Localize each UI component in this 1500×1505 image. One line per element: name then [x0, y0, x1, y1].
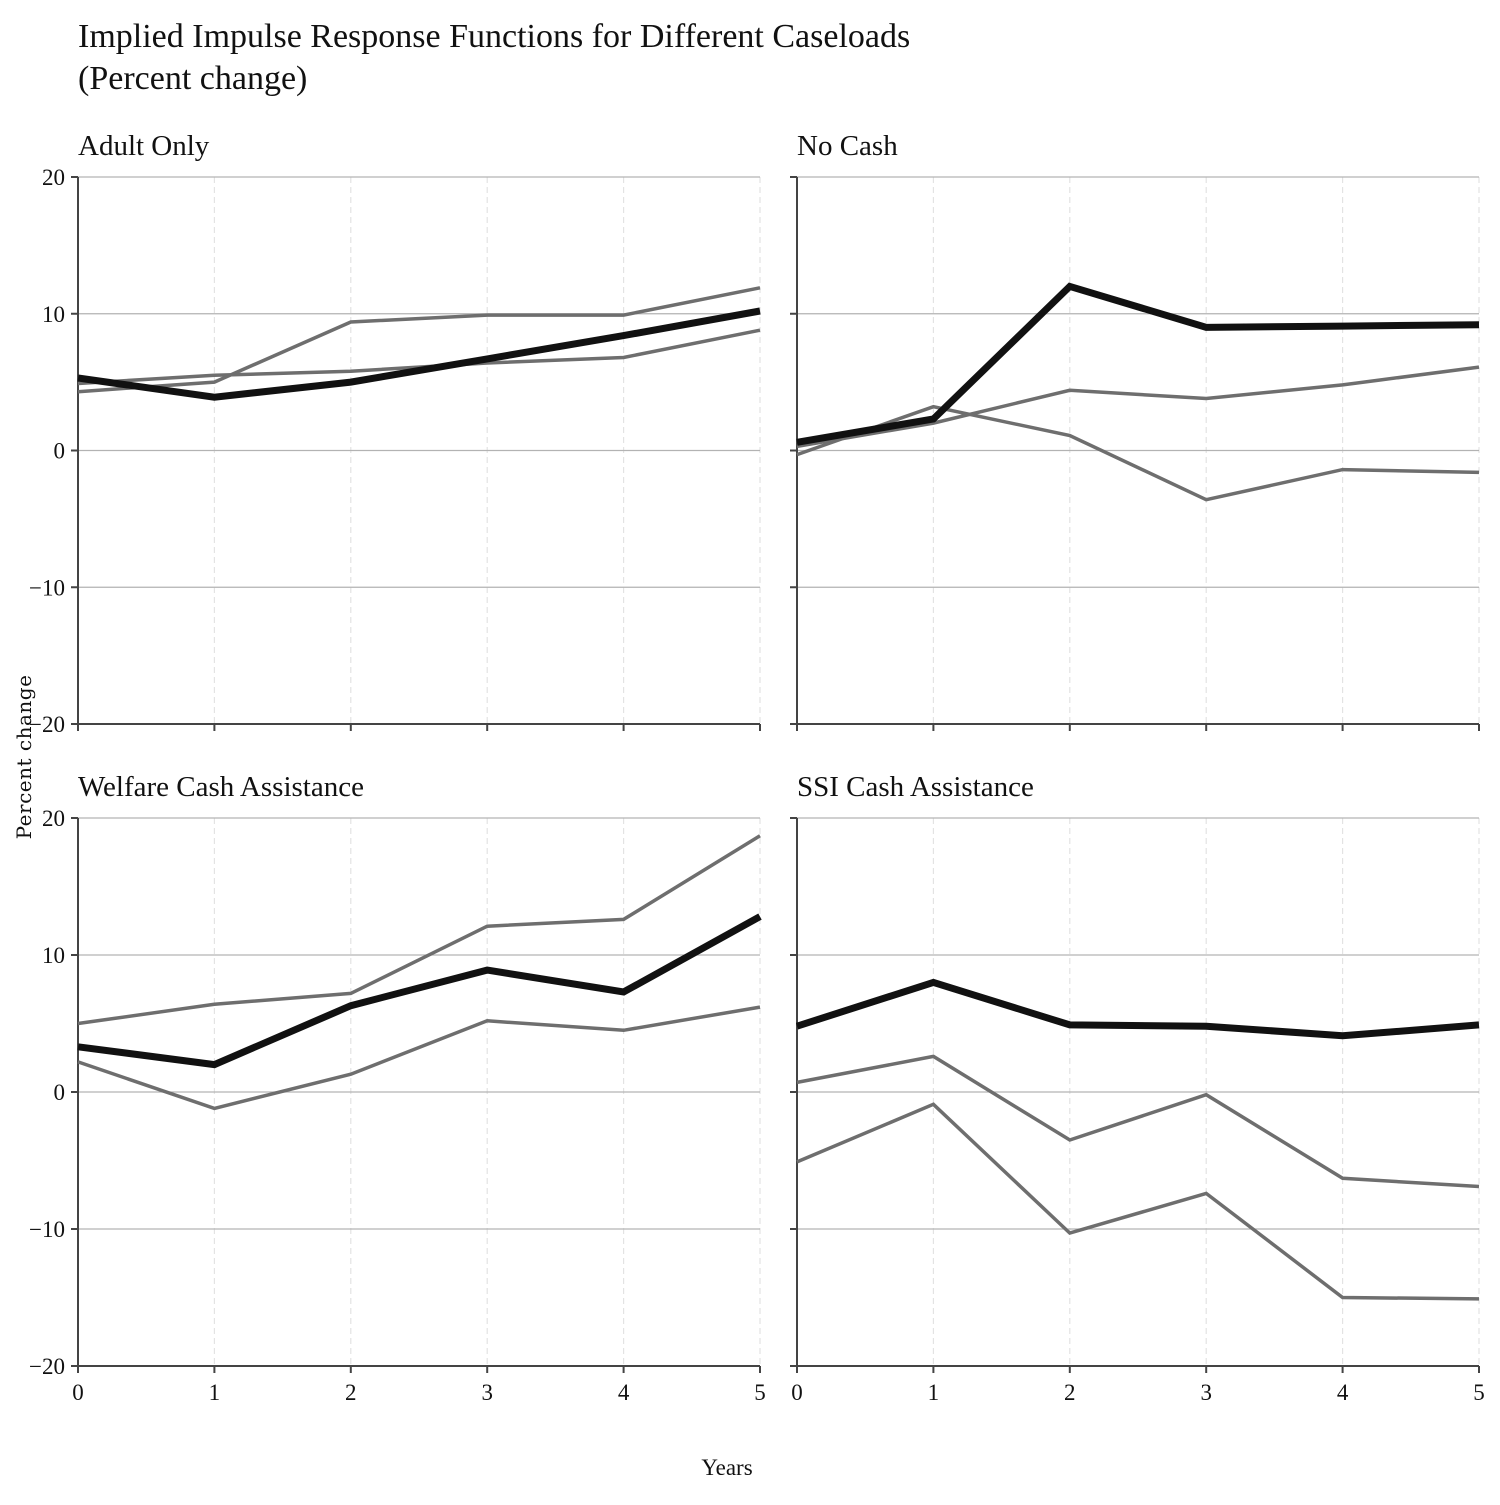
x-tick-label: 3 [481, 1380, 493, 1405]
y-tick-label: 20 [42, 165, 65, 190]
chart-title: Implied Impulse Response Functions for D… [78, 18, 910, 55]
y-axis-title: Percent change [12, 675, 36, 840]
y-tick-label: −10 [29, 1217, 65, 1242]
y-tick-label: 20 [42, 806, 65, 831]
series-line-point-estimate [795, 978, 1480, 1040]
x-tick-label: 0 [791, 1380, 803, 1405]
series-line-lower-bound [77, 328, 761, 386]
x-tick-label: 3 [1200, 1380, 1212, 1405]
x-tick-label: 4 [1337, 1380, 1349, 1405]
panel-title: SSI Cash Assistance [797, 771, 1034, 803]
x-tick-label: 5 [754, 1380, 766, 1405]
panel-2: No Cash [790, 130, 1480, 731]
x-tick-label: 2 [345, 1380, 357, 1405]
series-line-upper-bound [77, 834, 761, 1026]
series-line-lower-bound [796, 1102, 1480, 1301]
y-tick-label: −10 [29, 575, 65, 600]
x-tick-label: 1 [209, 1380, 221, 1405]
panel-1: −20 −10 0 10 20 Adult Only [29, 130, 761, 737]
series-line-point-estimate [796, 282, 1480, 446]
x-tick-label: 5 [1473, 1380, 1485, 1405]
series-line-point-estimate [77, 913, 762, 1069]
panel-title: Welfare Cash Assistance [78, 771, 364, 803]
series-line-lower-bound [796, 404, 1480, 502]
x-tick-label: 4 [618, 1380, 630, 1405]
x-axis-title: Years [701, 1455, 752, 1480]
y-tick-label: 10 [42, 302, 65, 327]
panel-title: No Cash [797, 130, 898, 162]
panel-3: −20 −10 0 10 20 0 1 2 3 4 5 Welfare Cash Assistance [29, 771, 766, 1405]
series-line-point-estimate [77, 307, 761, 401]
y-tick-label: 0 [54, 1080, 66, 1105]
y-tick-label: −20 [29, 712, 65, 737]
series-line-lower-bound [77, 1005, 761, 1111]
series-line-upper-bound [796, 1054, 1480, 1189]
y-tick-label: 10 [42, 943, 65, 968]
x-tick-label: 1 [928, 1380, 940, 1405]
panel-title: Adult Only [78, 130, 210, 162]
panel-4: 0 1 2 3 4 5 SSI Cash Assistance [790, 771, 1485, 1405]
y-tick-label: −20 [29, 1354, 65, 1379]
series-line-upper-bound [796, 365, 1480, 449]
y-tick-label: 0 [54, 439, 66, 464]
x-tick-label: 0 [72, 1380, 84, 1405]
chart-subtitle: (Percent change) [78, 60, 307, 97]
series-line-upper-bound [77, 286, 761, 394]
x-tick-label: 2 [1064, 1380, 1076, 1405]
